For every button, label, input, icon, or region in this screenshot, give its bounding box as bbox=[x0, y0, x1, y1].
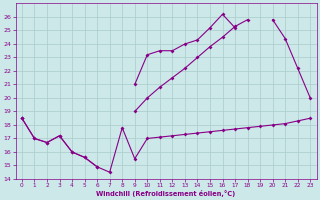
X-axis label: Windchill (Refroidissement éolien,°C): Windchill (Refroidissement éolien,°C) bbox=[96, 190, 236, 197]
